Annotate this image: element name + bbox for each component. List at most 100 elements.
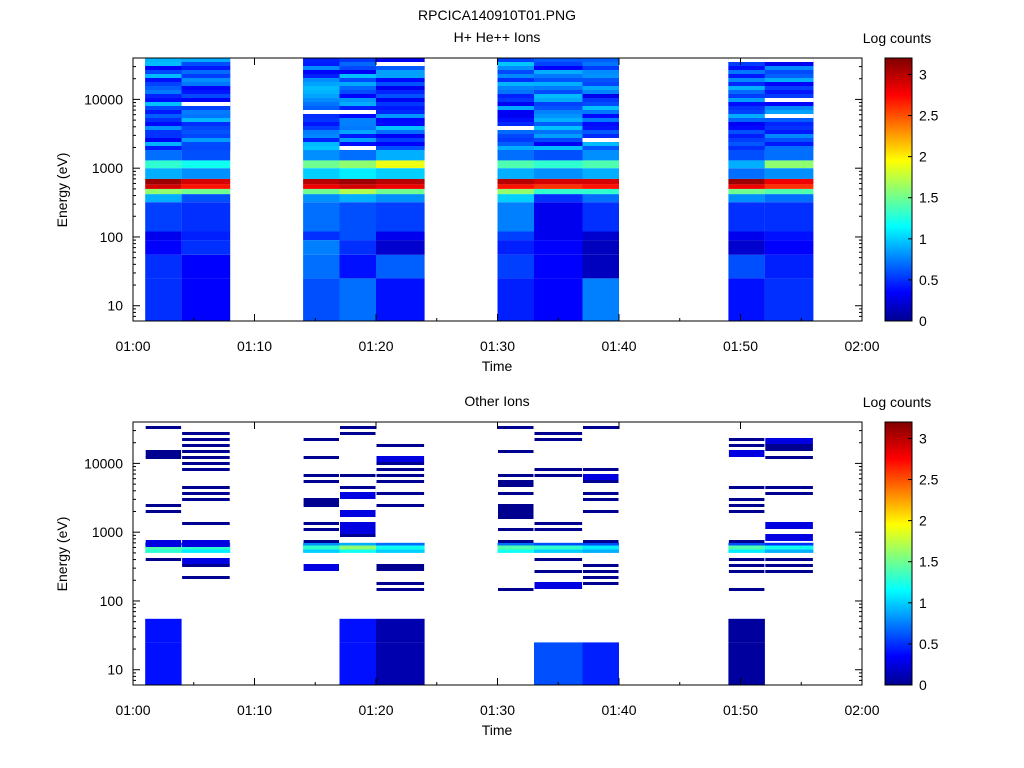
texture-line [339, 138, 376, 142]
texture-line [582, 94, 619, 98]
texture-line [339, 102, 376, 106]
texture-line [582, 106, 619, 110]
sparse-line [534, 468, 583, 471]
texture-line [534, 62, 583, 66]
texture-line [582, 134, 619, 138]
cell-3-4 [376, 240, 425, 255]
texture-line [582, 62, 619, 66]
cell-5-2 [303, 194, 340, 203]
texture-line [303, 122, 340, 126]
texture-line [339, 70, 376, 74]
sparse-line [340, 534, 376, 537]
texture-line [534, 106, 583, 110]
texture-line [339, 118, 376, 122]
colorbar-tick-label: 2.5 [919, 472, 939, 488]
sparse-line [728, 570, 765, 573]
cell-9-5 [497, 168, 534, 179]
texture-line [764, 122, 814, 126]
sparse-line [583, 564, 619, 567]
texture-line [582, 114, 619, 118]
cell-11-5 [497, 147, 534, 161]
cell-4-9 [764, 202, 814, 232]
texture-line [534, 74, 583, 78]
colorbar-tick-label: 1 [919, 231, 927, 247]
cell-2-8 [728, 542, 765, 546]
texture-line [303, 106, 340, 110]
texture-line [534, 118, 583, 122]
cell-5-3 [339, 194, 376, 203]
sparse-line [498, 588, 534, 591]
sparse-line [376, 582, 425, 585]
cell-3-8 [728, 618, 765, 643]
cell-9-9 [764, 168, 814, 179]
texture-line [582, 122, 619, 126]
sparse-line [728, 486, 765, 489]
texture-line [145, 102, 182, 106]
sparse-line [145, 426, 182, 429]
sparse-line [498, 450, 534, 453]
texture-line [534, 126, 583, 130]
sparse-line [303, 456, 339, 459]
texture-line [582, 82, 619, 86]
texture-line [497, 146, 534, 150]
sparse-line [498, 492, 534, 495]
x-tick-label: 01:20 [358, 702, 393, 718]
cell-4-3 [339, 202, 376, 232]
texture-line [497, 130, 534, 134]
texture-line [376, 62, 425, 66]
cell-5-8 [728, 194, 765, 203]
texture-line [582, 78, 619, 82]
texture-line [145, 74, 182, 78]
texture-line [181, 106, 231, 110]
cell-3-3 [339, 618, 376, 643]
texture-line [582, 90, 619, 94]
texture-line [339, 110, 376, 114]
sparse-line [765, 492, 813, 495]
texture-line [764, 138, 814, 142]
texture-line [497, 106, 534, 110]
y-tick-label: 10000 [84, 455, 123, 471]
texture-line [764, 82, 814, 86]
cell-0-1 [181, 549, 231, 553]
cell-11-2 [303, 147, 340, 161]
sparse-line [534, 582, 583, 589]
cell-1-7 [582, 278, 619, 321]
cell-1-1 [181, 545, 231, 550]
y-tick-label: 100 [100, 593, 124, 609]
sparse-line [376, 492, 425, 495]
cell-1-8 [728, 278, 765, 321]
texture-line [376, 102, 425, 106]
texture-line [497, 126, 534, 130]
texture-line [145, 134, 182, 138]
colorbar-tick-label: 0.5 [919, 272, 939, 288]
cell-8-9 [764, 178, 814, 185]
cell-1-3 [339, 278, 376, 321]
cell-2-6 [534, 542, 583, 546]
texture-line [376, 82, 425, 86]
sparse-line [303, 528, 339, 531]
texture-line [181, 110, 231, 114]
texture-line [582, 126, 619, 130]
texture-line [728, 98, 765, 102]
sparse-line [728, 564, 765, 567]
colorbar-tick-label: 1.5 [919, 190, 939, 206]
texture-line [534, 134, 583, 138]
cell-8-5 [497, 178, 534, 185]
texture-line [181, 126, 231, 130]
texture-line [376, 142, 425, 146]
texture-line [534, 70, 583, 74]
texture-line [534, 122, 583, 126]
texture-line [728, 62, 765, 66]
y-tick-label: 10000 [84, 91, 123, 107]
cell-5-1 [181, 194, 231, 203]
texture-line [145, 110, 182, 114]
texture-line [728, 130, 765, 134]
texture-line [339, 74, 376, 78]
texture-line [303, 58, 340, 62]
texture-line [728, 90, 765, 94]
cell-10-3 [339, 160, 376, 169]
sparse-line [498, 516, 534, 519]
sparse-line [340, 486, 376, 489]
texture-line [303, 130, 340, 134]
sparse-line [498, 426, 534, 429]
